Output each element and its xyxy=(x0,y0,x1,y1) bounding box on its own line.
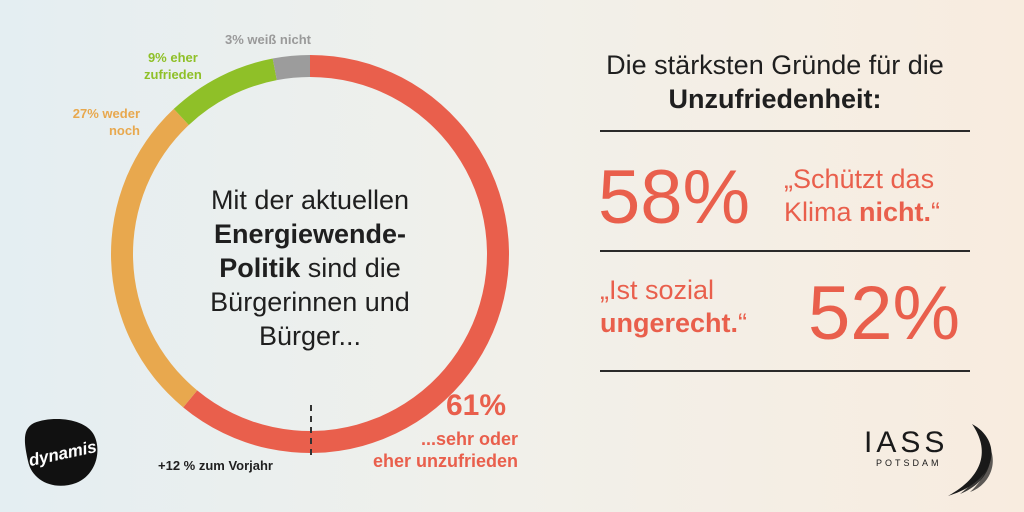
label-weder-noch-line1: 27% weder xyxy=(72,106,140,121)
donut-slice-2 xyxy=(173,58,277,125)
donut-slice-3 xyxy=(272,55,310,81)
label-vorjahr: +12 % zum Vorjahr xyxy=(158,458,273,473)
reasons-title-bold: Unzufriedenheit: xyxy=(668,84,882,114)
donut-chart xyxy=(111,55,510,453)
reasons-title: Die stärksten Gründe für die Unzufrieden… xyxy=(590,48,960,116)
donut-slice-1 xyxy=(111,108,198,408)
donut-center-text: Mit der aktuellen Energiewende- Politik … xyxy=(180,183,440,353)
label-eher-zufrieden: 9% eher zufrieden xyxy=(144,49,202,83)
reasons-title-line1: Die stärksten Gründe für die xyxy=(606,50,944,80)
center-line3: sind die xyxy=(300,253,401,283)
vorjahr-dashed-line xyxy=(310,405,312,455)
divider-3 xyxy=(600,370,970,372)
label-unzufrieden-pct: 61% xyxy=(446,389,507,422)
reason2-quote-line2b: “ xyxy=(738,308,748,338)
label-eher-zufrieden-line2: zufrieden xyxy=(144,67,202,82)
reason2-quote: „Ist sozial ungerecht.“ xyxy=(600,274,747,340)
center-bold2: Politik xyxy=(219,253,301,283)
reason1-quote-line2a: Klima xyxy=(784,197,860,227)
center-line1: Mit der aktuellen xyxy=(210,185,410,215)
reason1-quote-line2b: nicht. xyxy=(859,197,932,227)
reason2-quote-line1: „Ist sozial xyxy=(600,275,715,305)
dynamis-logo: dynamis xyxy=(24,419,98,486)
iass-logo: IASS POTSDAM xyxy=(864,424,993,496)
divider-2 xyxy=(600,250,970,252)
reason2-quote-line2a: ungerecht. xyxy=(600,308,739,338)
label-unzufrieden-line2: eher unzufrieden xyxy=(372,451,518,471)
reason1-percent: 58% xyxy=(598,155,751,240)
center-line5: Bürger... xyxy=(258,321,362,351)
reason2-percent: 52% xyxy=(808,271,961,356)
label-unzufrieden-line1: ...sehr oder xyxy=(420,429,518,449)
iass-logo-text: IASS xyxy=(864,426,948,459)
label-eher-zufrieden-line1: 9% eher xyxy=(147,50,198,65)
iass-logo-subtext: POTSDAM xyxy=(876,458,942,468)
reason1-quote-line1: „Schützt das xyxy=(784,164,935,194)
center-bold1: Energiewende- xyxy=(213,219,407,249)
label-weiss-nicht: 3% weiß nicht xyxy=(225,32,311,47)
center-line4: Bürgerinnen und xyxy=(210,287,410,317)
reason1-quote: „Schützt das Klima nicht.“ xyxy=(784,163,940,229)
label-weder-noch: 27% weder noch xyxy=(60,105,140,139)
label-weder-noch-line2: noch xyxy=(108,123,140,138)
label-unzufrieden: ...sehr oder eher unzufrieden xyxy=(350,428,518,472)
donut-slice-0 xyxy=(183,55,510,453)
reason1-quote-line2c: “ xyxy=(931,197,941,227)
divider-1 xyxy=(600,130,970,132)
